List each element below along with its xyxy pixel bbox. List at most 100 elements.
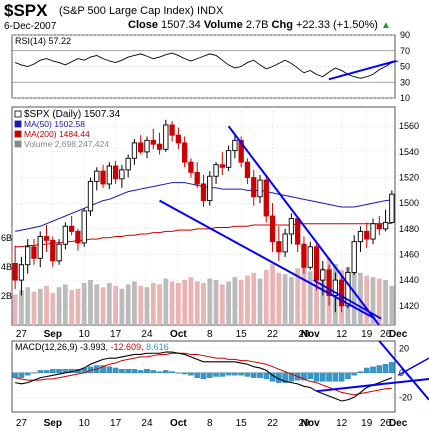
volume-bar (125, 284, 131, 325)
candle (351, 235, 357, 275)
macd-histogram-bar (12, 372, 18, 378)
candle (112, 160, 119, 184)
volume-bar (289, 277, 294, 325)
volume-bar (150, 282, 156, 325)
macd-signal-line (15, 352, 392, 396)
macd-histogram-bar (244, 372, 251, 377)
chg-value: +22.33 (+1.50%) (296, 19, 378, 31)
candle-body (188, 161, 194, 173)
candle (56, 239, 62, 265)
macd-legend-signal: -12.609, (111, 342, 147, 352)
chart-header: $SPX (S&P 500 Large Cap Index) INDX 6-De… (0, 0, 429, 34)
volume-bar (301, 265, 307, 325)
macd-histogram-bar (200, 372, 207, 380)
candle (18, 257, 25, 296)
candle-body (62, 225, 69, 245)
candle-body (150, 139, 156, 145)
rsi-tick-label: 70 (400, 46, 410, 56)
macd-histogram-bar (150, 370, 157, 373)
volume-bar (257, 278, 263, 325)
volume-bar (119, 288, 125, 325)
candle (81, 208, 87, 247)
legend-label: Volume 2,698,247,424 (24, 139, 109, 149)
macd-histogram-bar (106, 366, 113, 373)
candle (188, 158, 194, 178)
macd-histogram-bar (225, 372, 232, 376)
candle (138, 135, 144, 155)
volume-bar (270, 264, 275, 325)
candle (43, 224, 50, 252)
volume-bar (226, 281, 232, 325)
wedge-inner-trendline (313, 279, 382, 320)
candle-body (112, 165, 119, 180)
candle-body (238, 139, 244, 163)
volume-bar (138, 285, 144, 325)
macd-histogram-bar (100, 365, 106, 373)
macd-histogram-bar (345, 372, 351, 380)
candle (225, 145, 232, 172)
volume-bar (37, 288, 43, 325)
legend-swatch (14, 110, 22, 118)
candle-body (213, 164, 219, 177)
candle (251, 169, 257, 206)
price-pane: 1560 1540 1520 1500 1480 1460 1440 1420 6B 4B 2B $S… (1, 106, 419, 340)
volume-bar (44, 285, 49, 325)
candle-body (131, 142, 138, 159)
chg-label: Chg (271, 19, 293, 31)
macd-histogram-bar (24, 372, 31, 376)
macd-histogram-bar (31, 372, 37, 374)
macd-tick-label: 20 (399, 343, 409, 353)
candle (68, 216, 75, 236)
candle-body (313, 246, 320, 281)
macd-histogram-bar (219, 372, 226, 377)
candle (182, 136, 188, 168)
volume-bar (113, 285, 118, 325)
macd-x-tick-label: 26 (380, 418, 392, 429)
rsi-tick-label: 50 (400, 62, 410, 72)
candle-body (332, 279, 338, 296)
candle-body (106, 165, 112, 185)
macd-x-tick-label: 19 (361, 418, 373, 429)
volume-bar (182, 280, 188, 325)
macd-histogram-bar (257, 372, 263, 378)
candle-body (119, 169, 125, 180)
candle (345, 267, 351, 309)
candle (106, 162, 112, 190)
volume-bar (132, 281, 137, 325)
candle-body (94, 170, 100, 182)
quote-line: Close 1507.34 Volume 2.7B Chg +22.33 (+1… (128, 19, 391, 31)
symbol-name: (S&P 500 Large Cap Index) INDX (59, 5, 223, 17)
candle (207, 171, 213, 206)
volume-bar (351, 268, 357, 325)
candle-body (288, 218, 295, 235)
volume-bar (314, 261, 319, 325)
rsi-tick-label: 90 (400, 30, 410, 40)
volume-bar (31, 291, 37, 325)
volume-bar (263, 269, 269, 325)
price-x-tick-label: 29 (298, 329, 310, 340)
volume-bar (25, 287, 31, 325)
macd-histogram-bar (112, 367, 119, 373)
candle-body (338, 279, 345, 307)
macd-histogram-bar (181, 372, 188, 375)
candle-body (12, 262, 18, 281)
volume-bar (106, 282, 112, 325)
volume-bar (276, 272, 282, 325)
macd-x-tick-label: 27 (16, 418, 28, 429)
rsi-tick-label: 30 (400, 77, 410, 87)
candle-body (263, 179, 269, 217)
candle (25, 239, 31, 274)
macd-histogram-bar (43, 370, 50, 373)
candle (156, 132, 163, 155)
candle-body (125, 157, 131, 171)
candle (119, 164, 125, 188)
candle (219, 151, 225, 175)
macd-histogram-bar (313, 372, 320, 382)
volume-bar (389, 285, 395, 325)
candle-body (81, 210, 87, 244)
volume-bar (75, 288, 81, 325)
macd-x-tick-label: 10 (79, 418, 91, 429)
volume-bar (201, 282, 206, 325)
volume-tick-label: 2B (1, 291, 12, 301)
